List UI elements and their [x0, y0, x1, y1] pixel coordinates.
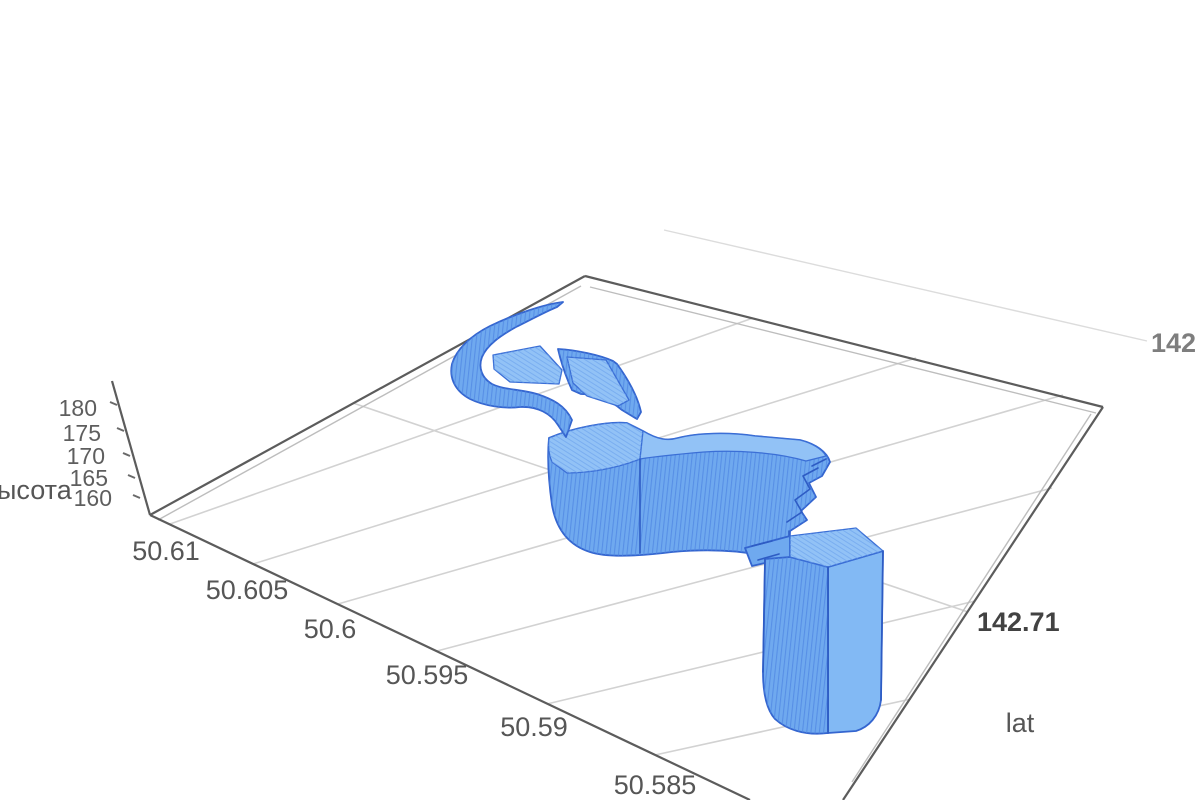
edge-double-back-right: [589, 286, 1097, 414]
lon-axis-title: lat: [1006, 708, 1035, 738]
grid-line-lon-upper: [663, 229, 1148, 342]
lon-tick-label-clipped: 142: [1151, 328, 1196, 358]
lat-tick-label: 50.59: [500, 712, 568, 742]
floor-grid: [157, 229, 1148, 783]
z-axis-ticks: [109, 401, 141, 499]
z-axis-line: [110, 380, 152, 516]
grid-line-lat: [169, 317, 754, 525]
grid-line-lat: [436, 487, 1053, 652]
lat-tick-label: 50.61: [132, 536, 200, 566]
ribbon-stair-edge: [786, 467, 819, 523]
axis-labels: 180 175 170 165 160 ысота 50.61 50.605 5…: [0, 328, 1196, 800]
z-tick-label: 160: [74, 485, 112, 511]
edge-back-right: [584, 274, 1104, 409]
ribbon-stair-edge: [811, 458, 827, 467]
ribbon-hook-topface-hatch: [493, 346, 562, 384]
ribbon-column-edge: [880, 550, 884, 701]
edge-lat-axis: [149, 514, 751, 800]
ribbon-column-edge: [762, 558, 766, 673]
edge-lon-axis: [842, 406, 1104, 800]
z-tick-label: 170: [67, 443, 105, 469]
track-ribbon[interactable]: [450, 301, 884, 735]
edge-double-right-front: [851, 413, 1092, 783]
z-tick-label: 175: [63, 420, 101, 446]
ribbon-column-right-face[interactable]: [827, 550, 884, 734]
lat-tick-label: 50.6: [304, 614, 357, 644]
ribbon-band-topface: [639, 430, 827, 462]
ribbon-hook-hatch: [451, 302, 572, 437]
grid-line-lat: [546, 600, 976, 705]
ribbon-shelf-steps: [751, 540, 780, 561]
lat-tick-label: 50.595: [386, 660, 469, 690]
lon-tick-label-bold: 142.71: [977, 607, 1060, 637]
ribbon-column-left-hatch: [763, 557, 828, 734]
lat-tick-label: 50.585: [614, 770, 697, 800]
ribbon-column-topface-hatch: [790, 528, 883, 567]
z-tick-label: 180: [59, 395, 97, 421]
lat-tick-label: 50.605: [206, 575, 289, 605]
ribbon-ridge-topface-hatch: [567, 357, 629, 406]
ribbon-band-topface-hatch: [548, 422, 643, 473]
z-tick-label: 165: [70, 465, 108, 491]
z-axis-title: ысота: [0, 475, 73, 505]
